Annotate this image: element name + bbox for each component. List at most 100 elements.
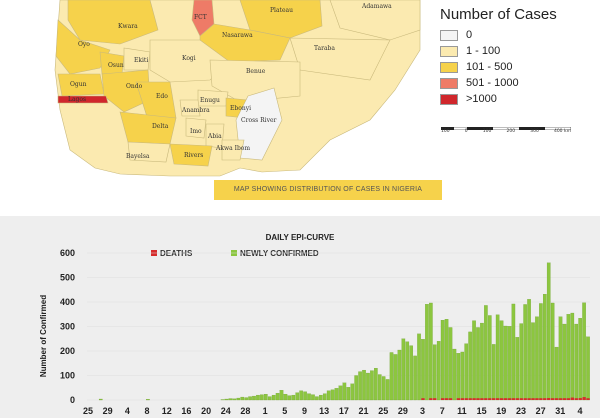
bar-deaths — [433, 398, 437, 400]
x-tick-label: 25 — [83, 406, 93, 416]
bar-confirmed — [322, 393, 327, 401]
x-axis-ticks: 25 29 4 8 12 16 20 24 28 1 5 9 13 17 21 25 29 3 7 11 15 19 23 2… — [83, 406, 583, 416]
bar-deaths — [535, 398, 539, 400]
bar-confirmed — [586, 336, 590, 401]
bar-deaths — [515, 398, 519, 400]
x-tick-label: 23 — [516, 406, 526, 416]
bar-deaths — [574, 398, 578, 400]
state-label-bayelsa: Bayelsa — [126, 153, 150, 160]
state-taraba — [289, 37, 391, 81]
bar-confirmed — [495, 314, 500, 401]
bar-confirmed — [303, 391, 307, 401]
state-label-benue: Benue — [246, 68, 266, 75]
bar-confirmed — [432, 344, 437, 401]
bar-deaths — [507, 398, 512, 400]
x-tick-label: 17 — [339, 406, 349, 416]
bar-confirmed — [476, 327, 480, 401]
x-tick-label: 13 — [319, 406, 329, 416]
bar-confirmed — [531, 322, 535, 401]
state-label-plateau: Plateau — [270, 7, 293, 14]
bar-confirmed — [519, 323, 524, 401]
bar-deaths — [503, 398, 508, 400]
bar-confirmed — [248, 396, 252, 401]
state-label-adamawa: Adamawa — [361, 3, 392, 10]
bar-confirmed — [389, 352, 394, 401]
state-label-ogun: Ogun — [70, 81, 87, 88]
state-kwara — [67, 0, 159, 45]
bar-confirmed — [338, 385, 343, 401]
nigeria-map: Adamawa Kwara FCT Plateau Nasarawa Oyo Osun Eki… — [54, 0, 421, 177]
state-label-delta: Delta — [152, 123, 169, 130]
legend-item-3: 501 - 1000 — [440, 75, 600, 91]
bar-deaths — [440, 398, 445, 400]
state-label-taraba: Taraba — [314, 45, 335, 52]
legend-deaths-label: DEATHS — [160, 249, 193, 258]
scale-labels: 100 0 100 200 300 400 km — [441, 129, 571, 134]
bar-deaths — [547, 398, 551, 400]
bar-confirmed — [267, 396, 272, 401]
state-oyo — [55, 19, 111, 75]
bar-confirmed — [499, 320, 504, 401]
bar-confirmed — [275, 393, 280, 401]
bar-confirmed — [370, 370, 374, 401]
legend-label: 0 — [466, 29, 473, 41]
scale-label: 300 — [530, 129, 539, 134]
state-adamawa — [329, 0, 421, 41]
bar-deaths — [464, 398, 468, 400]
bar-confirmed — [256, 394, 260, 401]
bar-deaths — [460, 398, 464, 400]
bar-confirmed — [421, 339, 425, 401]
x-tick-label: 7 — [440, 406, 445, 416]
legend-swatch — [440, 29, 458, 41]
y-tick-label: 0 — [70, 395, 75, 405]
state-ondo — [101, 69, 151, 113]
bar-deaths — [448, 398, 453, 400]
state-label-ebonyi: Ebonyi — [230, 105, 251, 112]
legend-item-4: >1000 — [440, 91, 600, 107]
legend-swatch — [440, 45, 458, 57]
x-tick-label: 15 — [477, 406, 487, 416]
x-tick-label: 29 — [103, 406, 113, 416]
bar-deaths — [527, 398, 531, 400]
state-label-edo: Edo — [156, 93, 168, 100]
bar-confirmed — [452, 348, 457, 401]
bar-deaths — [554, 398, 559, 400]
bar-confirmed — [570, 312, 575, 401]
x-tick-label: 28 — [240, 406, 250, 416]
bar-confirmed — [260, 394, 264, 401]
bar-confirmed — [488, 315, 492, 401]
x-tick-label: 19 — [496, 406, 506, 416]
map-panel: Adamawa Kwara FCT Plateau Nasarawa Oyo Osun Eki… — [54, 0, 600, 200]
bar-confirmed — [393, 354, 398, 401]
x-tick-label: 4 — [577, 406, 582, 416]
bar-confirmed — [334, 388, 339, 401]
legend-item-1: 1 - 100 — [440, 43, 600, 59]
bar-confirmed — [299, 390, 303, 401]
bar-deaths — [499, 398, 504, 400]
bar-confirmed — [401, 338, 406, 401]
state-label-enugu: Enugu — [200, 97, 220, 104]
bar-confirmed — [574, 323, 579, 401]
bar-confirmed — [523, 304, 527, 401]
bar-confirmed — [429, 302, 433, 401]
bar-confirmed — [326, 390, 331, 401]
bar-confirmed — [271, 394, 276, 401]
state-lagos — [57, 95, 109, 104]
bar-confirmed — [358, 371, 362, 401]
x-tick-label: 31 — [555, 406, 565, 416]
bar-confirmed — [417, 333, 421, 401]
bar-confirmed — [366, 372, 370, 401]
bar-deaths — [444, 398, 449, 400]
bar-deaths — [495, 398, 500, 400]
bar-confirmed — [413, 355, 417, 401]
bar-confirmed — [307, 393, 311, 401]
state-label-abia: Abia — [207, 133, 222, 140]
bar-confirmed — [252, 395, 256, 401]
bar-confirmed — [228, 398, 233, 401]
bar-deaths — [570, 397, 574, 400]
bar-confirmed — [543, 294, 547, 401]
x-tick-label: 27 — [536, 406, 546, 416]
bar-confirmed — [279, 390, 284, 401]
legend-item-0: 0 — [440, 27, 600, 43]
bar-confirmed — [362, 369, 366, 401]
